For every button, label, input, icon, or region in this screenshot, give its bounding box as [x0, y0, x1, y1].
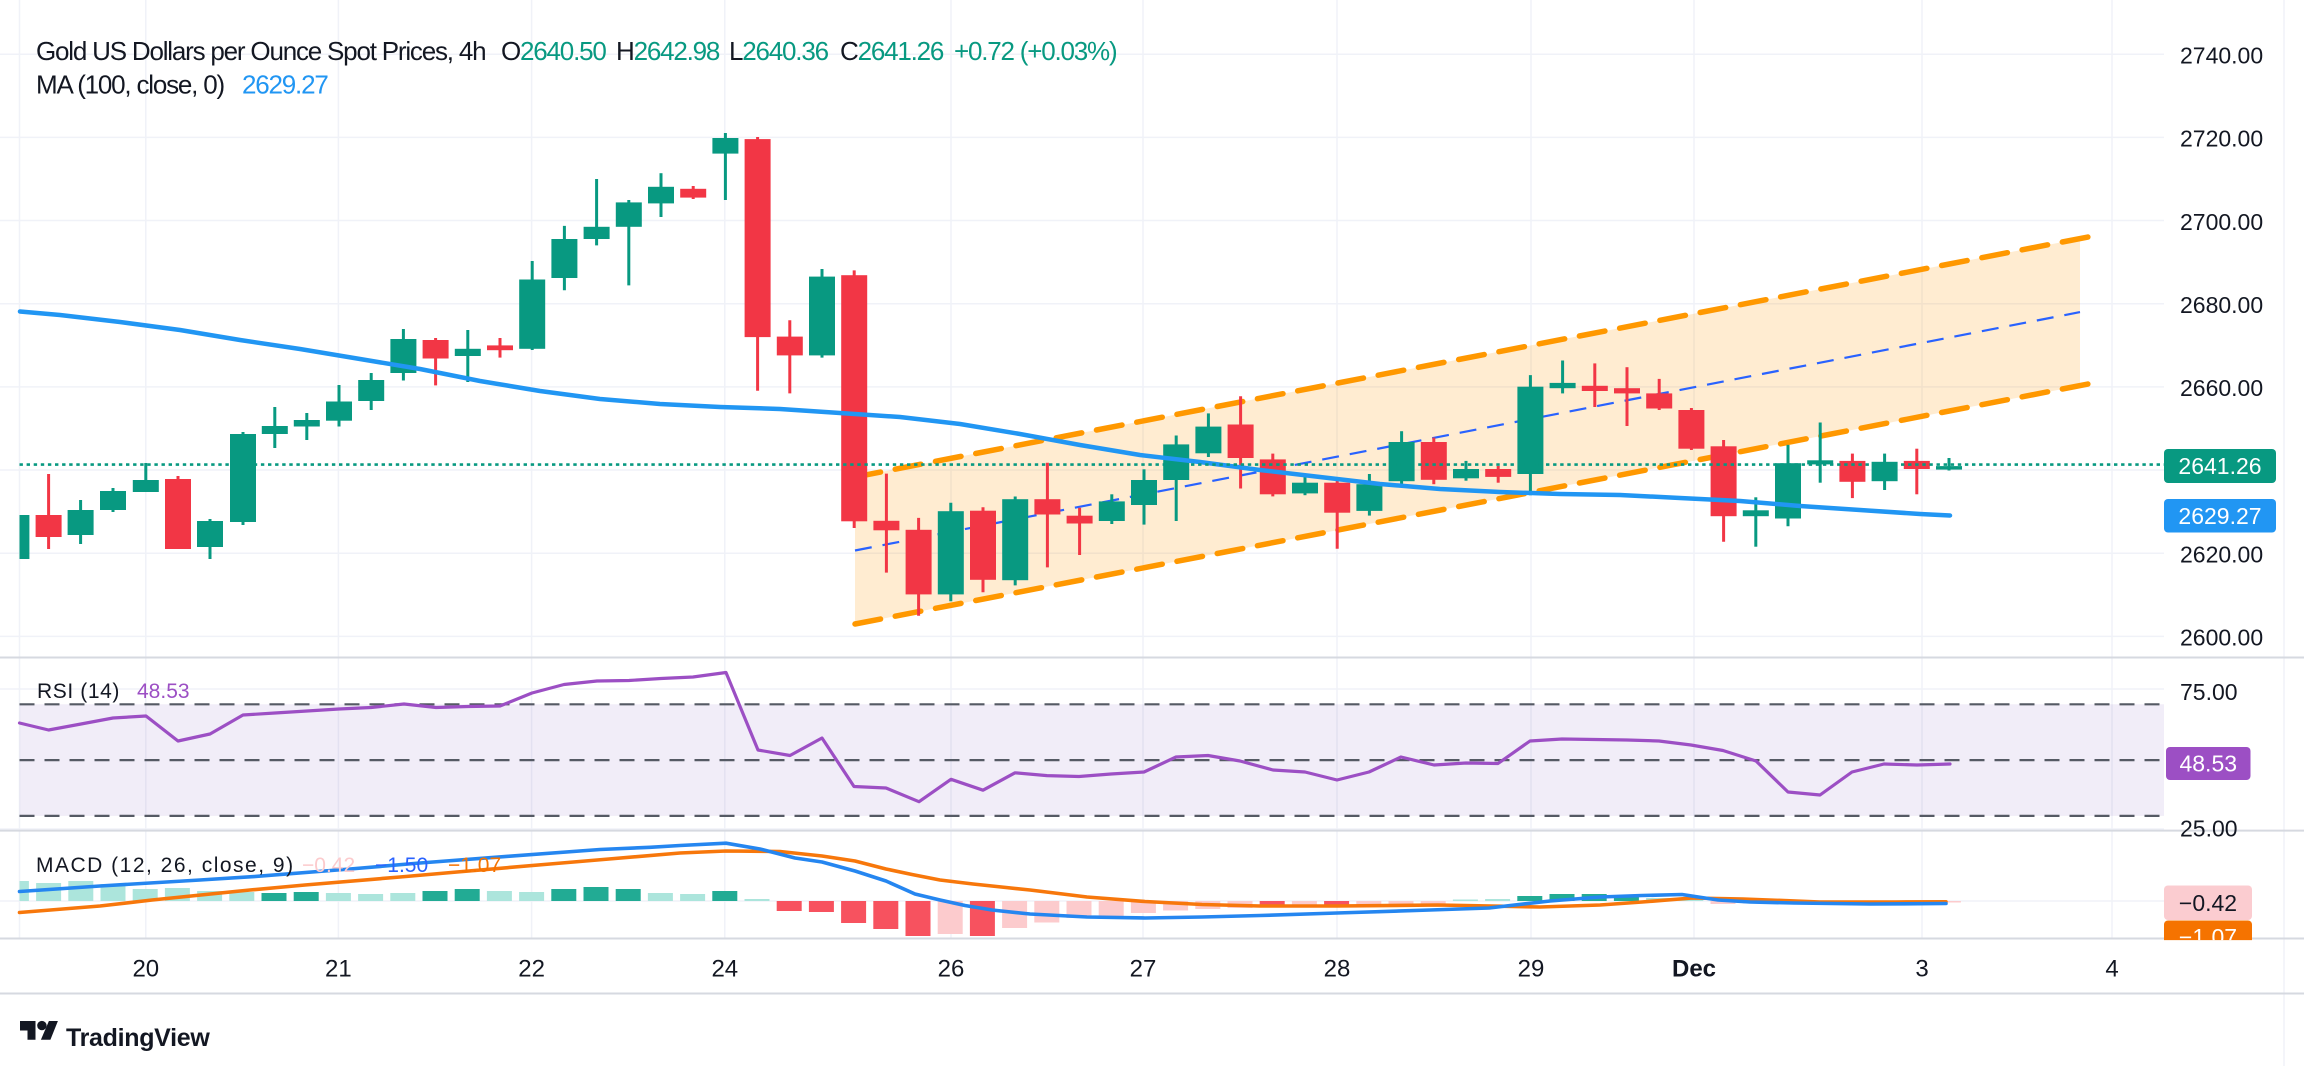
svg-text:20: 20 — [132, 956, 159, 983]
svg-text:C2641.26: C2641.26 — [840, 36, 944, 66]
svg-text:29: 29 — [1518, 956, 1545, 983]
svg-text:2660.00: 2660.00 — [2180, 375, 2263, 401]
svg-text:2629.27: 2629.27 — [2178, 503, 2261, 529]
svg-text:RSI (14): RSI (14) — [37, 680, 120, 703]
svg-text:TradingView: TradingView — [66, 1024, 210, 1052]
svg-text:−0.42: −0.42 — [302, 854, 355, 877]
svg-text:24: 24 — [711, 956, 738, 983]
svg-text:3: 3 — [1915, 956, 1928, 983]
svg-text:−1.07: −1.07 — [2179, 924, 2237, 950]
svg-text:−1.07: −1.07 — [448, 854, 501, 877]
svg-text:25.00: 25.00 — [2180, 816, 2238, 842]
svg-text:Gold US Dollars per Ounce Spot: Gold US Dollars per Ounce Spot Prices, 4… — [36, 36, 485, 66]
svg-text:MA (100, close, 0): MA (100, close, 0) — [36, 70, 224, 100]
svg-text:2740.00: 2740.00 — [2180, 43, 2263, 69]
svg-text:−0.42: −0.42 — [2179, 890, 2237, 916]
svg-text:2629.27: 2629.27 — [242, 70, 328, 100]
svg-text:48.53: 48.53 — [137, 680, 190, 703]
svg-text:2700.00: 2700.00 — [2180, 209, 2263, 235]
svg-text:75.00: 75.00 — [2180, 679, 2238, 705]
svg-text:26: 26 — [938, 956, 965, 983]
svg-text:2720.00: 2720.00 — [2180, 126, 2263, 152]
svg-text:H2642.98: H2642.98 — [616, 36, 720, 66]
svg-text:2680.00: 2680.00 — [2180, 292, 2263, 318]
svg-text:−1.50: −1.50 — [375, 854, 428, 877]
svg-text:2620.00: 2620.00 — [2180, 541, 2263, 567]
svg-text:+0.72 (+0.03%): +0.72 (+0.03%) — [954, 36, 1117, 66]
svg-text:27: 27 — [1130, 956, 1157, 983]
svg-text:22: 22 — [518, 956, 545, 983]
svg-text:2600.00: 2600.00 — [2180, 625, 2263, 651]
svg-text:MACD (12, 26, close, 9): MACD (12, 26, close, 9) — [36, 854, 295, 877]
svg-text:4: 4 — [2105, 956, 2118, 983]
svg-text:O2640.50: O2640.50 — [501, 36, 606, 66]
svg-text:21: 21 — [325, 956, 352, 983]
svg-text:28: 28 — [1324, 956, 1351, 983]
svg-text:2641.26: 2641.26 — [2178, 453, 2261, 479]
svg-text:Dec: Dec — [1672, 956, 1716, 983]
svg-text:48.53: 48.53 — [2179, 751, 2237, 777]
svg-text:L2640.36: L2640.36 — [729, 36, 829, 66]
